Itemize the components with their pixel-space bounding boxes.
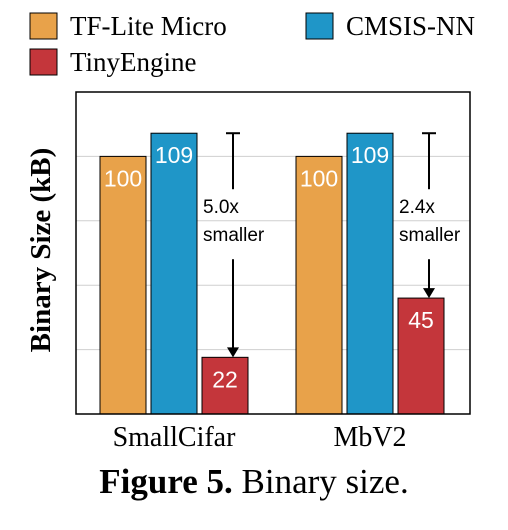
plot-frame: [75, 91, 471, 415]
annotations: 5.0x smaller 2.4x smaller: [203, 132, 461, 358]
annotation-factor: 5.0x: [203, 197, 239, 218]
bar-value-label: 109: [351, 142, 389, 168]
legend-label: TF-Lite Micro: [70, 11, 227, 41]
bar: [201, 356, 249, 415]
legend-swatch: [29, 48, 58, 76]
caption-text: Binary size.: [232, 462, 409, 501]
caption-label: Figure 5.: [99, 462, 233, 501]
figure-caption: Figure 5. Binary size.: [0, 462, 508, 502]
legend-swatch: [29, 12, 58, 40]
bar-value-label: 100: [104, 165, 142, 191]
x-tick-label: SmallCifar: [113, 422, 237, 453]
bar-value-label: 45: [408, 307, 434, 333]
legend-swatch: [305, 12, 334, 40]
bar: [295, 155, 343, 415]
annotation-text: smaller: [203, 225, 265, 246]
x-tick-labels: SmallCifar MbV2: [113, 422, 407, 453]
y-axis-title: Binary Size (kB): [25, 148, 57, 353]
legend-label: TinyEngine: [70, 47, 197, 77]
bars: 100 109 22 100 109 45: [99, 132, 445, 415]
legend: TF-Lite Micro CMSIS-NN TinyEngine: [29, 11, 475, 77]
x-tick-label: MbV2: [333, 422, 406, 453]
bar-value-label: 22: [212, 366, 238, 392]
annotation-factor: 2.4x: [399, 197, 435, 218]
bar: [346, 132, 394, 415]
bar: [99, 155, 147, 415]
binary-size-chart: TF-Lite Micro CMSIS-NN TinyEngine Binary S…: [25, 11, 475, 453]
arrow-head: [423, 288, 435, 299]
legend-label: CMSIS-NN: [346, 11, 475, 41]
arrow-head: [227, 347, 239, 358]
bar-value-label: 100: [300, 165, 338, 191]
bar-value-label: 109: [155, 142, 193, 168]
bar: [150, 132, 198, 415]
annotation-text: smaller: [399, 225, 461, 246]
